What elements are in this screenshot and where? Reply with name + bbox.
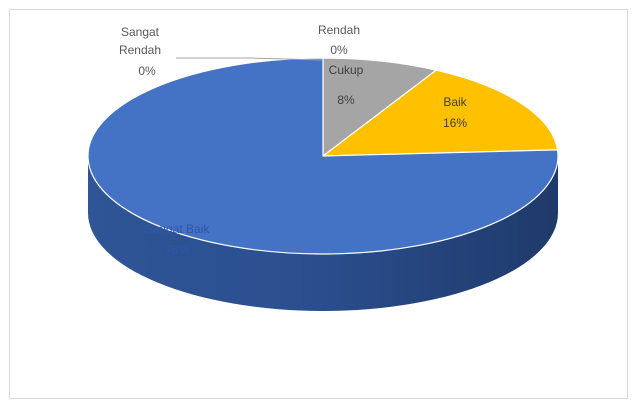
data-label-cukup: Cukup 8% <box>329 63 364 107</box>
data-label-sangat-baik: Sangat Baik 76% <box>145 222 211 257</box>
leader-line-sangat-rendah <box>176 57 323 61</box>
data-label-rendah: Rendah 0% <box>318 23 360 57</box>
data-label-sangat-rendah: Sangat Rendah 0% <box>119 25 161 78</box>
pie-slice-baik <box>322 69 559 157</box>
pie-slice-sangat-baik <box>87 57 559 255</box>
pie-side-sangat-baik <box>88 156 558 311</box>
data-label-baik: Baik 16% <box>443 95 468 130</box>
pie-slice-cukup <box>322 57 437 157</box>
